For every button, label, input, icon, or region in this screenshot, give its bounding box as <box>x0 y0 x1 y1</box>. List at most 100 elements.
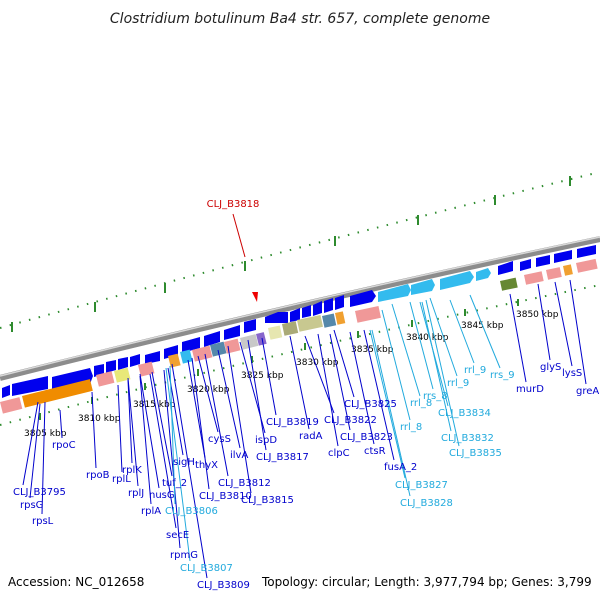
page-title: Clostridium botulinum Ba4 str. 657, comp… <box>110 11 490 27</box>
gene-label[interactable]: rrl_9 <box>464 365 486 376</box>
gene-label[interactable]: secE <box>166 530 189 541</box>
gene-label[interactable]: rpoC <box>52 440 76 451</box>
kbp-label: 3820 kbp <box>187 385 230 395</box>
gene-label[interactable]: radA <box>299 431 323 442</box>
gene-label[interactable]: CLJ_B3828 <box>400 498 453 509</box>
gene-label[interactable]: lysS <box>562 368 582 379</box>
kbp-label: 3830 kbp <box>296 358 339 368</box>
gene-label[interactable]: rpsL <box>32 516 54 527</box>
gene-leader-line <box>329 333 351 431</box>
gene-label[interactable]: CLJ_B3832 <box>441 433 494 444</box>
gene-label[interactable]: CLJ_B3834 <box>438 408 491 419</box>
gene-label[interactable]: ispD <box>255 435 277 446</box>
accession-text: Accession: NC_012658 <box>8 575 144 589</box>
gene-label[interactable]: rplK <box>122 465 142 476</box>
gene-leader-line <box>421 301 452 432</box>
gene-label[interactable]: rpsG <box>20 500 43 511</box>
gene-label[interactable]: CLJ_B3810 <box>199 491 252 502</box>
gene-leader-lines <box>22 279 587 579</box>
gene-label[interactable]: rplJ <box>128 488 144 499</box>
gene-label[interactable]: rpoB <box>86 470 110 481</box>
gene-leader-line <box>197 355 219 433</box>
gene-leader-line <box>363 329 395 461</box>
gene-label[interactable]: CLJ_B3822 <box>324 415 377 426</box>
gene-leader-line <box>509 293 527 383</box>
gene-label[interactable]: rpmG <box>170 550 198 561</box>
gene-leader-line <box>149 373 177 529</box>
gene-label[interactable]: CLJ_B3809 <box>197 580 250 591</box>
gene-leader-line <box>469 294 501 369</box>
gene-label[interactable]: tuf_2 <box>162 478 187 489</box>
gene-leader-line <box>449 299 475 364</box>
gene-label[interactable]: thyX <box>195 460 218 471</box>
gene-leader-line <box>371 329 411 497</box>
gene-label[interactable]: CLJ_B3817 <box>256 452 309 463</box>
gene-label[interactable]: glyS <box>540 362 561 373</box>
gene-leader-line <box>304 335 335 414</box>
forward-strand-genes <box>265 245 596 323</box>
gene-leader-line <box>227 345 252 494</box>
gene-label[interactable]: CLJ_B3823 <box>340 432 393 443</box>
highlight-leader-line <box>232 213 246 258</box>
gene-leader-line <box>127 377 139 487</box>
gene-label[interactable]: fusA_2 <box>384 462 417 473</box>
gene-label[interactable]: CLJ_B3815 <box>241 495 294 506</box>
gene-leader-line <box>217 349 241 449</box>
gene-leader-line <box>165 367 191 562</box>
functional-category-blocks <box>268 258 598 340</box>
gene-leader-line <box>29 403 41 499</box>
gene-label[interactable]: CLJ_B3825 <box>344 399 397 410</box>
gene-label[interactable]: cysS <box>208 434 231 445</box>
gene-leader-line <box>369 329 406 479</box>
gene-leader-line <box>191 357 210 490</box>
gene-leader-line <box>381 309 411 421</box>
gene-leader-line <box>139 373 160 489</box>
inner-dotted-arc <box>0 284 600 426</box>
gene-label[interactable]: ctsR <box>364 446 386 457</box>
gene-label[interactable]: CLJ_B3812 <box>218 478 271 489</box>
gene-label[interactable]: murD <box>516 384 544 395</box>
gene-leader-line <box>554 281 573 367</box>
outer-dotted-arc <box>0 171 600 329</box>
genome-summary-text: Topology: circular; Length: 3,977,794 bp… <box>261 575 592 589</box>
gene-label[interactable]: CLJ_B3807 <box>180 563 233 574</box>
gene-leader-line <box>261 337 277 416</box>
gene-leader-line <box>425 299 460 447</box>
gene-label[interactable]: greA <box>576 386 599 397</box>
gene-label[interactable]: rrl_8 <box>410 398 432 409</box>
gene-label[interactable]: rrl_9 <box>447 378 469 389</box>
gene-leader-line <box>409 301 434 390</box>
gene-label[interactable]: ilvA <box>230 450 248 461</box>
kbp-label: 3840 kbp <box>406 333 449 343</box>
gene-leader-line <box>117 384 123 473</box>
gene-label[interactable]: rrs_9 <box>490 370 515 381</box>
gene-label[interactable]: rplL <box>112 474 131 485</box>
gene-leader-line <box>127 379 133 464</box>
gene-label[interactable]: CLJ_B3835 <box>449 448 502 459</box>
gene-label[interactable]: clpC <box>328 448 350 459</box>
gene-leader-line <box>349 331 375 445</box>
gene-label[interactable]: CLJ_B3827 <box>395 480 448 491</box>
highlight-label[interactable]: CLJ_B3818 <box>207 199 260 210</box>
gene-label[interactable]: CLJ_B3806 <box>165 506 218 517</box>
gene-label[interactable]: CLJ_B3819 <box>266 417 319 428</box>
gene-label[interactable]: rrl_8 <box>400 422 422 433</box>
gene-label[interactable]: CLJ_B3795 <box>13 487 66 498</box>
gene-label[interactable]: nusG <box>149 490 175 501</box>
gene-label[interactable]: sigH <box>173 457 195 468</box>
gene-leader-line <box>247 339 267 451</box>
gene-leader-line <box>569 279 587 385</box>
highlight-arrow-icon <box>252 292 258 302</box>
gene-label[interactable]: rplA <box>141 506 161 517</box>
kbp-label: 3835 kbp <box>351 345 394 355</box>
kbp-label: 3825 kbp <box>241 371 284 381</box>
gene-leader-line <box>163 369 181 549</box>
gene-leader-line <box>333 329 355 398</box>
kbp-label: 3850 kbp <box>516 310 559 320</box>
gene-label[interactable]: rrs_8 <box>423 391 448 402</box>
gene-leader-line <box>22 401 39 486</box>
gene-leader-line <box>187 359 206 459</box>
gene-leader-line <box>151 371 173 477</box>
gene-leader-line <box>429 297 458 377</box>
